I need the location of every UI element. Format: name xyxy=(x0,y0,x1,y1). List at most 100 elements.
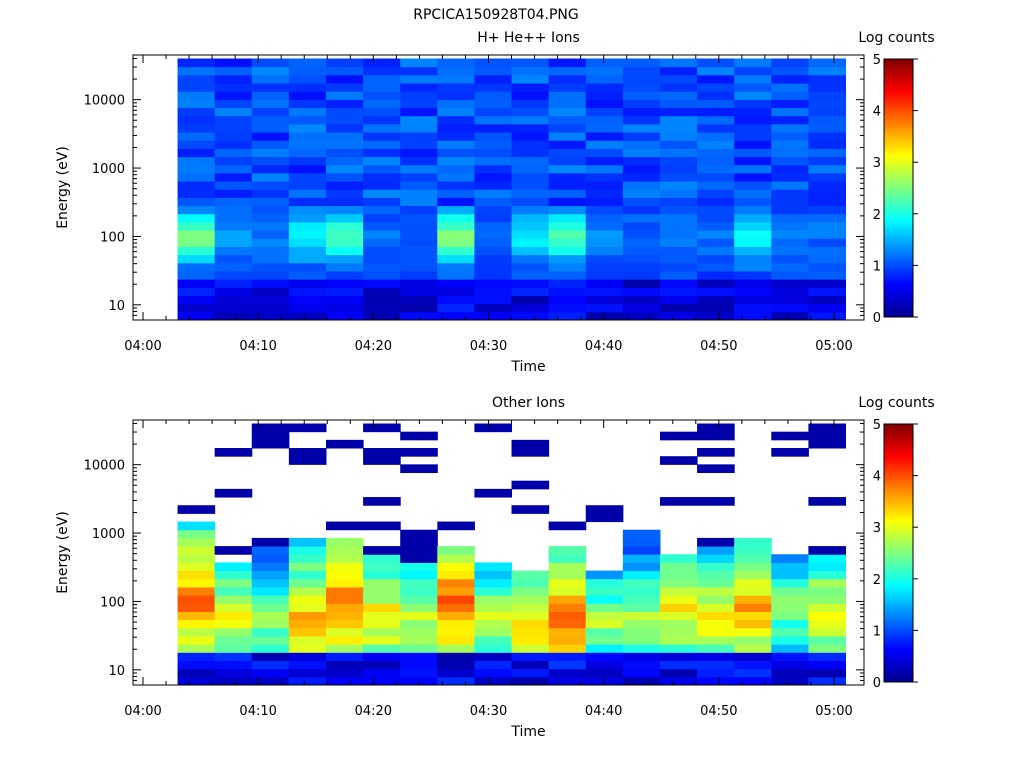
heatmap-cell xyxy=(400,303,438,313)
heatmap-cell xyxy=(659,238,698,247)
heatmap-cell xyxy=(659,205,698,215)
heatmap-cell xyxy=(622,107,661,117)
heatmap-cell xyxy=(437,303,475,313)
heatmap-cell xyxy=(474,123,513,133)
heatmap-cell xyxy=(659,287,698,296)
heatmap-cell xyxy=(474,238,513,247)
heatmap-cell xyxy=(585,148,624,158)
x-tick-label: 05:00 xyxy=(815,339,852,354)
heatmap-cell xyxy=(511,148,550,158)
heatmap-cell xyxy=(659,172,698,182)
heatmap-cell xyxy=(177,529,216,539)
heatmap-cell xyxy=(437,66,475,76)
heatmap-cell xyxy=(622,529,661,539)
heatmap-cell xyxy=(177,140,216,149)
heatmap-cell xyxy=(548,221,587,231)
heatmap-cell xyxy=(585,619,624,629)
heatmap-cell xyxy=(659,652,698,661)
heatmap-cell xyxy=(325,83,364,92)
colorbar-tick-label: 0 xyxy=(873,676,881,691)
heatmap-cell xyxy=(474,279,513,288)
heatmap-cell xyxy=(251,611,290,621)
heatmap-cell xyxy=(808,619,847,629)
heatmap-cell xyxy=(771,140,809,149)
heatmap-cell xyxy=(363,311,401,321)
heatmap-cell xyxy=(511,99,550,109)
heatmap-cell xyxy=(474,595,513,604)
heatmap-cell xyxy=(437,238,475,247)
heatmap-cell xyxy=(251,197,290,207)
heatmap-cell xyxy=(400,58,438,68)
heatmap-cell xyxy=(177,521,216,531)
heatmap-cell xyxy=(585,254,624,264)
heatmap-cell xyxy=(622,595,661,604)
heatmap-cell xyxy=(474,213,513,223)
heatmap-cell xyxy=(474,562,513,572)
heatmap-cell xyxy=(177,586,216,596)
heatmap-cell xyxy=(808,586,847,596)
heatmap-cell xyxy=(548,635,587,645)
heatmap-cell xyxy=(734,537,772,547)
heatmap-cell xyxy=(734,668,772,678)
heatmap-cell xyxy=(363,140,401,149)
heatmap-cell xyxy=(288,58,327,68)
heatmap-cell xyxy=(288,181,327,190)
heatmap-cell xyxy=(585,238,624,247)
heatmap-cell xyxy=(808,660,847,670)
heatmap-cell xyxy=(548,99,587,109)
colorbar-tick-label: 4 xyxy=(873,105,881,120)
heatmap-cell xyxy=(808,562,847,572)
heatmap-cell xyxy=(771,262,809,272)
heatmap-cell xyxy=(474,156,513,166)
heatmap-cell xyxy=(288,172,327,182)
heatmap-cell xyxy=(325,521,364,531)
heatmap-cell xyxy=(251,668,290,678)
heatmap-cell xyxy=(474,262,513,272)
heatmap-cell xyxy=(474,181,513,190)
heatmap-cell xyxy=(659,586,698,596)
heatmap-cell xyxy=(288,668,327,678)
heatmap-cell xyxy=(585,221,624,231)
heatmap-cell xyxy=(288,595,327,604)
heatmap-cell xyxy=(400,660,438,670)
heatmap-cell xyxy=(363,262,401,272)
heatmap-cell xyxy=(622,562,661,572)
heatmap-cell xyxy=(214,546,253,555)
heatmap-cell xyxy=(214,627,253,637)
heatmap-cell xyxy=(697,562,735,572)
heatmap-cell xyxy=(771,107,809,117)
heatmap-cell xyxy=(474,66,513,76)
heatmap-cell xyxy=(251,295,290,305)
heatmap-cell xyxy=(474,164,513,174)
heatmap-cell xyxy=(697,107,735,117)
heatmap-cell xyxy=(325,619,364,629)
heatmap-cell xyxy=(808,91,847,100)
heatmap-cell xyxy=(251,181,290,190)
heatmap-cell xyxy=(548,676,587,686)
heatmap-cell xyxy=(251,287,290,296)
heatmap-cell xyxy=(511,91,550,100)
heatmap-cell xyxy=(622,627,661,637)
heatmap-cell xyxy=(808,148,847,158)
heatmap-cell xyxy=(771,99,809,109)
heatmap-cell xyxy=(363,546,401,555)
heatmap-cell xyxy=(622,303,661,313)
heatmap-cell xyxy=(214,238,253,247)
heatmap-cell xyxy=(288,603,327,612)
heatmap-cell xyxy=(622,148,661,158)
heatmap-cell xyxy=(400,74,438,84)
heatmap-cell xyxy=(214,107,253,117)
heatmap-cell xyxy=(437,123,475,133)
heatmap-cell xyxy=(288,611,327,621)
heatmap-cell xyxy=(548,205,587,215)
heatmap-cell xyxy=(251,627,290,637)
heatmap-cell xyxy=(400,107,438,117)
heatmap-cell xyxy=(214,164,253,174)
heatmap-cell xyxy=(697,132,735,141)
heatmap-cell xyxy=(622,611,661,621)
colorbar-tick-label: 5 xyxy=(873,53,881,68)
heatmap-cell xyxy=(622,238,661,247)
heatmap-cell xyxy=(585,635,624,645)
